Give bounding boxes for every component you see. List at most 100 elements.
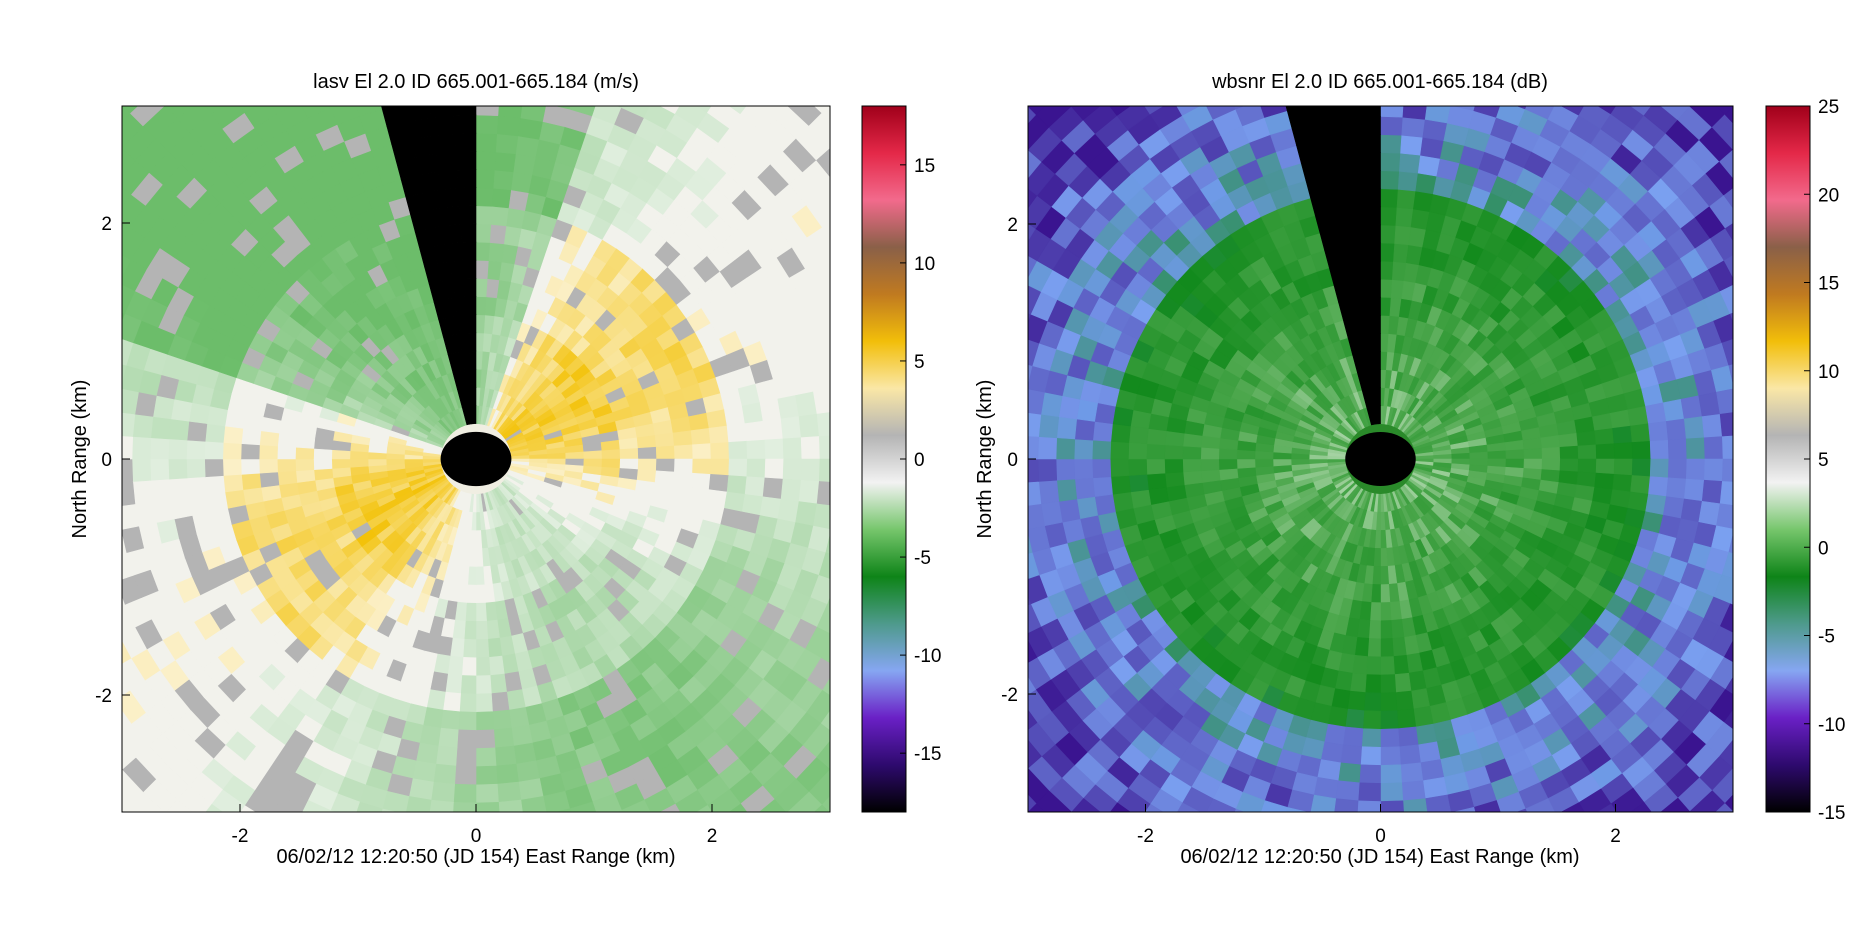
left-data-cell xyxy=(0,520,14,554)
right-data-cell xyxy=(1028,768,1029,769)
left-data-cell xyxy=(943,490,964,523)
left-data-cell xyxy=(656,7,692,36)
right-data-cell xyxy=(1092,421,1113,442)
left-data-cell xyxy=(381,106,410,128)
right-data-cell xyxy=(1381,26,1409,45)
right-data-cell xyxy=(948,486,969,515)
right-data-cell xyxy=(1359,297,1372,317)
right-data-cell xyxy=(1055,437,1076,460)
right-data-cell xyxy=(992,642,1021,675)
left-data-cell xyxy=(758,106,786,119)
right-data-cell xyxy=(1218,468,1239,481)
right-data-cell xyxy=(930,400,951,431)
right-data-cell xyxy=(1732,149,1733,150)
left-data-cell xyxy=(402,814,429,836)
left-data-cell xyxy=(744,420,766,442)
right-data-cell xyxy=(956,347,980,378)
right-data-cell xyxy=(944,215,975,251)
left-data-cell xyxy=(446,6,476,25)
left-data-cell xyxy=(296,13,331,41)
left-data-cell xyxy=(836,557,861,587)
right-data-cell xyxy=(1390,619,1405,639)
left-data-cell xyxy=(674,458,694,474)
right-data-cell xyxy=(960,730,994,767)
left-data-cell xyxy=(821,795,830,812)
left-data-cell xyxy=(325,4,359,30)
left-data-cell xyxy=(619,448,639,460)
right-data-cell xyxy=(1567,896,1604,926)
right-data-cell xyxy=(1028,525,1050,553)
right-data-cell xyxy=(1630,475,1651,495)
right-data-cell xyxy=(1410,688,1431,710)
left-data-cell xyxy=(0,586,13,622)
left-data-cell xyxy=(649,865,684,894)
left-data-cell xyxy=(325,888,359,914)
left-data-cell xyxy=(728,67,763,99)
right-data-cell xyxy=(1182,458,1202,473)
right-data-cell xyxy=(1351,891,1380,910)
right-data-cell xyxy=(1831,428,1850,459)
left-data-cell xyxy=(56,319,81,351)
right-data-cell xyxy=(1396,708,1417,729)
right-data-cell xyxy=(1110,475,1131,495)
left-data-cell xyxy=(535,903,568,926)
left-data-cell xyxy=(616,809,623,812)
right-data-cell xyxy=(1435,30,1465,52)
left-data-cell xyxy=(122,626,148,659)
left-data-cell xyxy=(47,286,74,320)
right-data-cell xyxy=(1100,864,1137,896)
right-data-cell xyxy=(1643,784,1679,812)
right-data-cell xyxy=(1095,817,1130,849)
right-data-cell xyxy=(910,580,936,615)
left-data-cell xyxy=(122,503,139,530)
right-data-cell xyxy=(997,611,1024,643)
right-data-cell xyxy=(1187,0,1224,9)
left-data-cell xyxy=(122,525,145,554)
left-data-cell xyxy=(359,15,391,39)
right-data-cell xyxy=(1289,0,1322,17)
right-data-cell xyxy=(1218,448,1238,460)
right-data-cell xyxy=(1439,0,1472,17)
left-data-cell xyxy=(925,398,946,430)
right-data-cell xyxy=(912,488,933,520)
left-data-cell xyxy=(454,765,477,786)
right-data-cell xyxy=(1487,450,1507,460)
right-data-cell xyxy=(1525,106,1555,120)
left-data-cell xyxy=(239,106,256,113)
right-data-cell xyxy=(964,625,992,659)
left-data-cell xyxy=(475,801,500,812)
left-data-cell xyxy=(122,657,146,691)
left-data-cell xyxy=(122,254,132,278)
left-data-cell xyxy=(73,124,108,161)
right-data-cell xyxy=(1164,71,1197,100)
left-data-cell xyxy=(0,296,13,332)
left-data-cell xyxy=(329,809,336,812)
right-data-cell xyxy=(1739,331,1764,361)
right-data-cell xyxy=(1722,458,1733,483)
right-data-cell xyxy=(1394,672,1412,693)
right-data-cell xyxy=(1711,114,1733,150)
right-data-cell xyxy=(1241,41,1273,66)
left-data-cell xyxy=(224,67,258,98)
left-data-cell xyxy=(37,177,70,214)
right-data-cell xyxy=(1439,901,1472,924)
left-data-cell xyxy=(455,747,477,768)
left-data-cell xyxy=(457,187,477,207)
left-data-cell xyxy=(495,763,519,785)
left-data-cell xyxy=(67,351,91,381)
left-data-cell xyxy=(74,618,102,651)
left-data-cell xyxy=(452,106,477,117)
right-data-cell xyxy=(1648,421,1669,442)
left-data-cell xyxy=(931,551,956,586)
right-data-cell xyxy=(962,320,987,352)
right-data-cell xyxy=(1264,877,1296,901)
right-data-cell xyxy=(1597,803,1617,812)
left-data-cell xyxy=(627,894,663,922)
right-data-cell xyxy=(1560,880,1596,909)
left-data-cell xyxy=(475,783,499,804)
right-data-cell xyxy=(1028,596,1032,606)
left-data-cell xyxy=(804,259,830,292)
right-data-cell xyxy=(1268,34,1299,58)
left-data-cell xyxy=(53,223,83,258)
left-data-cell xyxy=(494,745,517,767)
